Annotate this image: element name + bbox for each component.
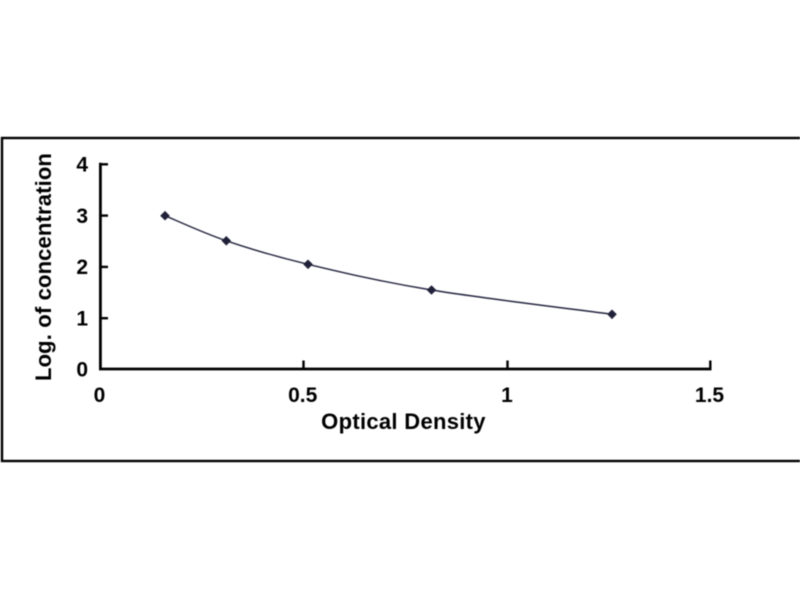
svg-text:2: 2 (76, 256, 88, 279)
svg-text:Optical Density: Optical Density (321, 409, 486, 434)
svg-text:1.5: 1.5 (695, 384, 725, 407)
svg-text:1: 1 (501, 384, 513, 407)
svg-text:0: 0 (76, 359, 88, 382)
svg-text:4: 4 (76, 154, 88, 177)
svg-text:1: 1 (76, 307, 88, 330)
svg-text:3: 3 (76, 205, 88, 228)
svg-text:Log. of concentration: Log. of concentration (31, 153, 56, 381)
svg-text:0: 0 (94, 384, 106, 407)
svg-text:0.5: 0.5 (288, 384, 318, 407)
